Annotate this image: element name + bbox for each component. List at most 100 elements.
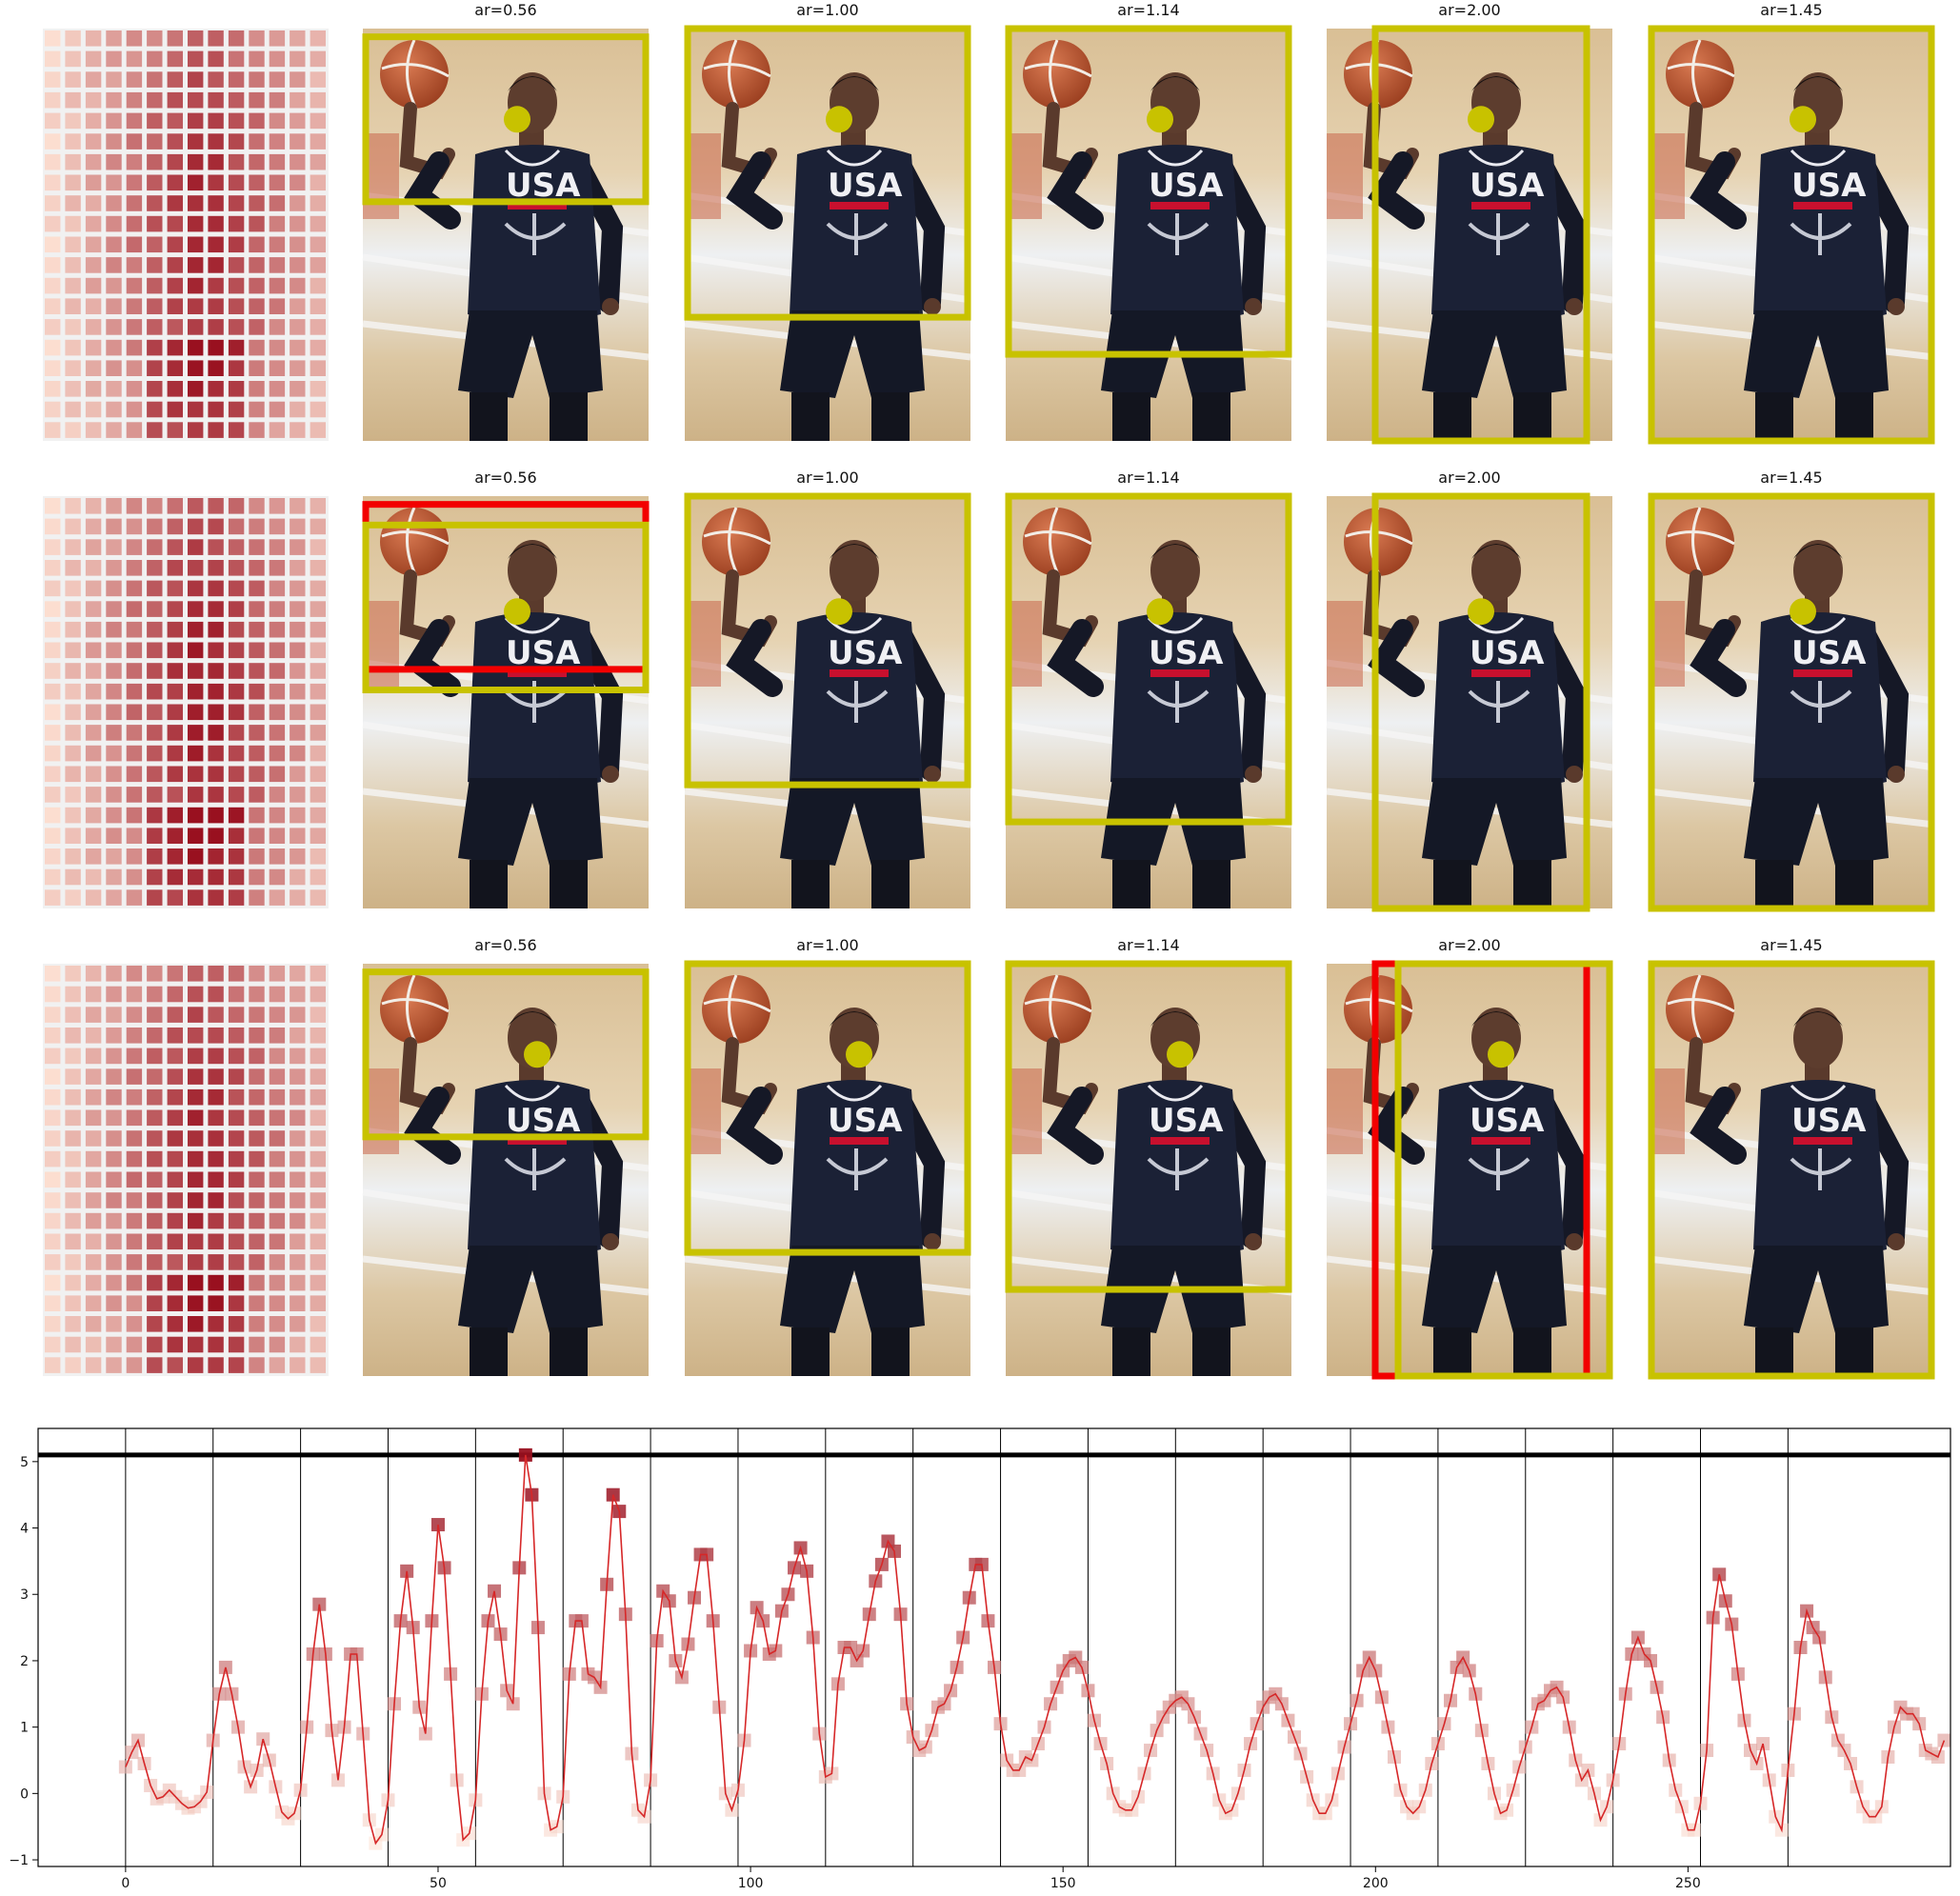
heatmap-cell (290, 1150, 306, 1168)
heatmap-cell (126, 966, 143, 982)
heatmap-cell (249, 236, 265, 253)
heatmap-cell (310, 868, 326, 886)
player-photo: Basketball player in navy USA Basketball… (1649, 964, 1934, 1376)
heatmap-cell (228, 1316, 245, 1332)
heatmap-cell (85, 50, 102, 68)
heatmap-cell (249, 725, 265, 741)
heatmap-cell (269, 560, 286, 576)
heatmap-cell (106, 1316, 122, 1332)
heatmap-cell (65, 889, 81, 906)
heatmap-cell (228, 642, 245, 659)
heatmap-cell (167, 745, 183, 762)
x-tick-label: 100 (738, 1876, 764, 1891)
heatmap-cell (208, 601, 224, 617)
heatmap-cell (106, 580, 122, 597)
heatmap-cell (208, 174, 224, 191)
heatmap-cell (310, 1316, 326, 1332)
heatmap-cell (106, 1048, 122, 1065)
heatmap-cell (208, 1192, 224, 1208)
heatmap-cell (208, 498, 224, 514)
heatmap-cell (85, 560, 102, 576)
heatmap-cell (45, 1212, 61, 1229)
heatmap-cell (290, 539, 306, 555)
heatmap-cell (249, 766, 265, 783)
crop-center-dot (1167, 1041, 1193, 1068)
heatmap-cell (310, 986, 326, 1003)
heatmap-cell (106, 1254, 122, 1270)
heatmap-cell (310, 1150, 326, 1168)
heatmap-cell (167, 277, 183, 294)
heatmap-cell (188, 277, 204, 294)
crop-center-dot (504, 598, 530, 626)
heatmap-cell (188, 621, 204, 638)
heatmap-cell (106, 560, 122, 576)
heatmap-cell (65, 1212, 81, 1229)
heatmap-cell (126, 360, 143, 376)
heatmap-cell (167, 174, 183, 191)
heatmap-cell (45, 1274, 61, 1291)
photo-panel: ar=1.45 Basketball player in navy USA Bas… (1649, 1, 1934, 441)
crop-box (1648, 25, 1935, 445)
heatmap-cell (269, 766, 286, 783)
heatmap-cell (310, 1048, 326, 1065)
heatmap-cell (147, 319, 163, 335)
heatmap-cell (290, 1233, 306, 1250)
heatmap-cell (85, 1130, 102, 1147)
heatmap-cell (126, 848, 143, 865)
heatmap-cell (85, 422, 102, 438)
heatmap-cell (85, 381, 102, 397)
x-tick-label: 250 (1675, 1876, 1701, 1891)
heatmap-cell (106, 277, 122, 294)
heatmap-cell (65, 683, 81, 700)
heatmap-cell (85, 1048, 102, 1065)
heatmap-cell (269, 868, 286, 886)
heatmap-cell (85, 828, 102, 844)
heatmap-cell (269, 257, 286, 273)
crop-center-dot (504, 106, 530, 133)
heatmap-cell (188, 50, 204, 68)
heatmap-cell (167, 560, 183, 576)
heatmap-cell (85, 1068, 102, 1085)
heatmap-cell (310, 1130, 326, 1147)
heatmap-cell (310, 787, 326, 803)
heatmap-cell (290, 112, 306, 130)
heatmap-cell (249, 868, 265, 886)
y-tick-label: 4 (20, 1522, 29, 1537)
heatmap-cell (65, 91, 81, 109)
heatmap-cell (167, 1233, 183, 1250)
heatmap-cell (290, 422, 306, 438)
heatmap-cell (208, 1048, 224, 1065)
heatmap-cell (45, 1130, 61, 1147)
crop-center-dot (524, 1041, 550, 1068)
heatmap-cell (228, 257, 245, 273)
heatmap-cell (45, 215, 61, 232)
heatmap-cell (147, 1274, 163, 1291)
heatmap-cell (85, 966, 102, 982)
heatmap-cell (106, 986, 122, 1003)
heatmap-cell (188, 683, 204, 700)
heatmap-cell (249, 1274, 265, 1291)
heatmap-cell (228, 1028, 245, 1044)
heatmap-cell (249, 257, 265, 273)
heatmap-cell (85, 1254, 102, 1270)
heatmap-cell (147, 518, 163, 535)
heatmap-cell (290, 966, 306, 982)
heatmap-cell (188, 1336, 204, 1353)
heatmap-cell (269, 133, 286, 150)
heatmap-cell (65, 1048, 81, 1065)
heatmap-cell (106, 621, 122, 638)
heatmap-cell (147, 339, 163, 356)
heatmap-cell (249, 133, 265, 150)
heatmap-cell (106, 50, 122, 68)
heatmap-cell (106, 153, 122, 170)
heatmap-cell (228, 1150, 245, 1168)
crop-box (362, 33, 650, 206)
heatmap-cell (310, 1028, 326, 1044)
heatmap-cell (106, 339, 122, 356)
heatmap-cell (269, 518, 286, 535)
photo-panel: ar=0.56 Basketball player in navy USA Bas… (363, 1, 649, 441)
heatmap-cell (106, 195, 122, 211)
heatmap-cell (208, 539, 224, 555)
heatmap-cell (269, 683, 286, 700)
heatmap-cell (290, 498, 306, 514)
